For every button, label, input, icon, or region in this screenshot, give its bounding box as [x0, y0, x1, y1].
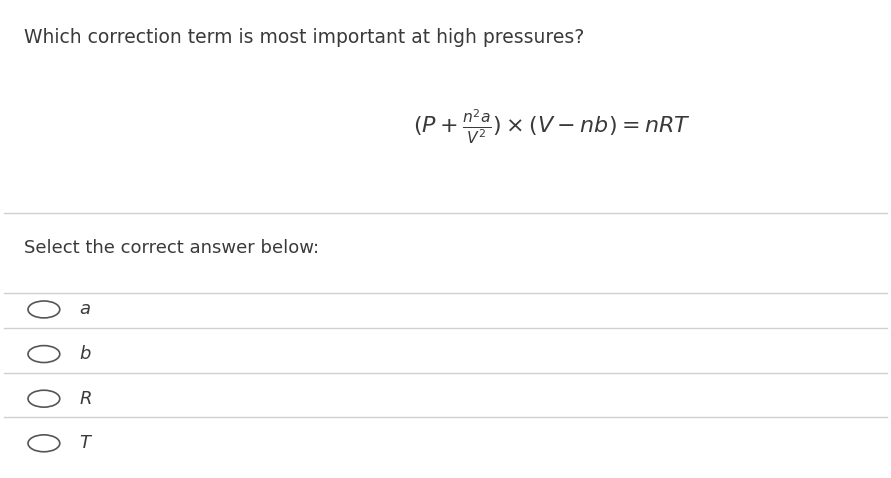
Text: $(P + \frac{n^2a}{V^2}) \times (V - nb) = nRT$: $(P + \frac{n^2a}{V^2}) \times (V - nb) … [413, 107, 691, 146]
Text: Select the correct answer below:: Select the correct answer below: [23, 239, 319, 257]
Text: R: R [79, 390, 92, 408]
Text: Which correction term is most important at high pressures?: Which correction term is most important … [23, 28, 584, 47]
Text: b: b [79, 345, 91, 363]
Text: T: T [79, 435, 90, 452]
Text: a: a [79, 301, 90, 318]
